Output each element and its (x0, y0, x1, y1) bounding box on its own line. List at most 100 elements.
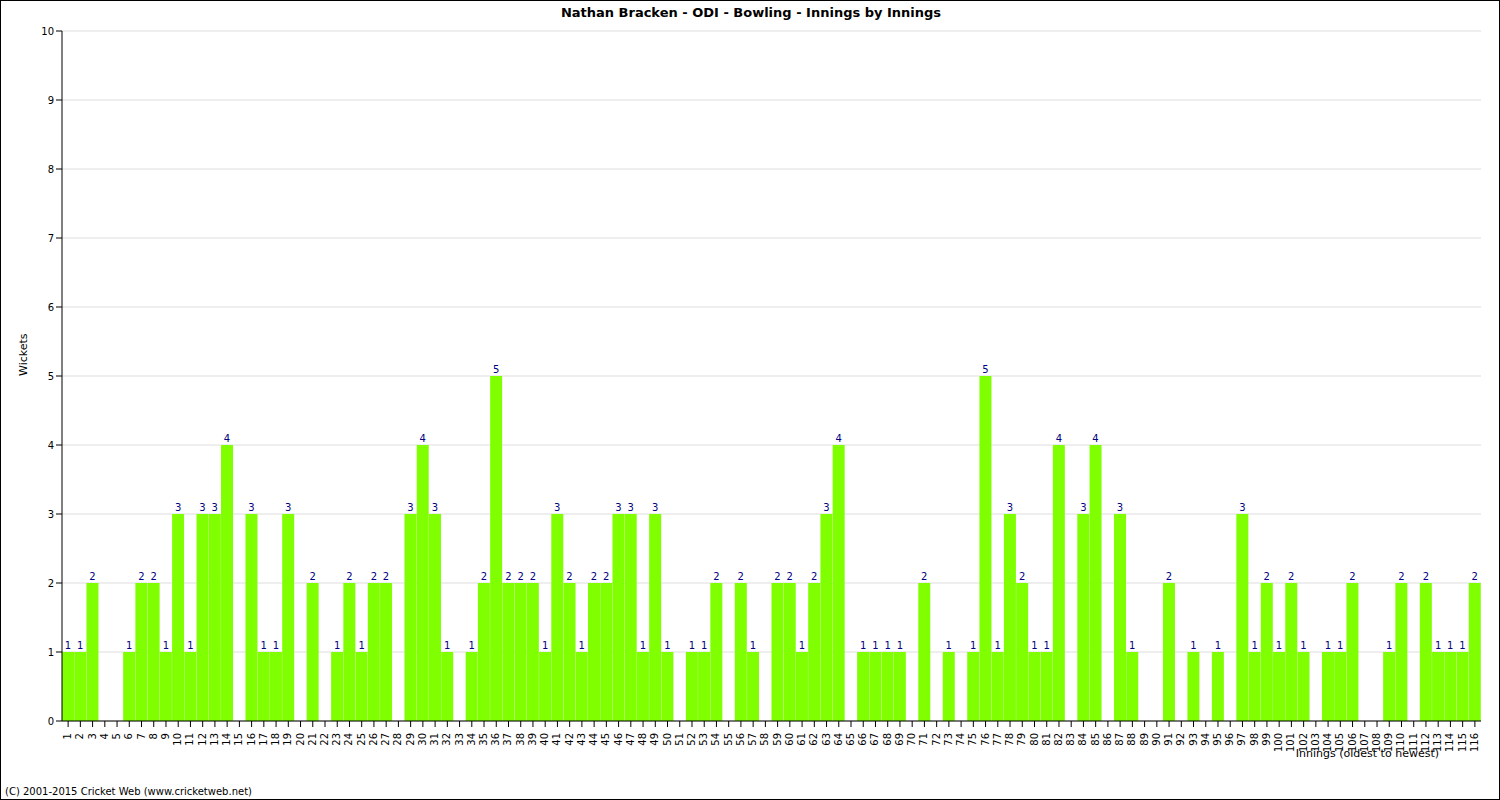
svg-text:81: 81 (1041, 733, 1052, 746)
svg-text:1: 1 (444, 640, 450, 651)
svg-text:69: 69 (894, 733, 905, 746)
svg-text:2: 2 (713, 571, 719, 582)
svg-text:2: 2 (505, 571, 511, 582)
svg-text:57: 57 (747, 733, 758, 746)
svg-text:95: 95 (1212, 733, 1223, 746)
svg-text:97: 97 (1236, 733, 1247, 746)
svg-text:10: 10 (41, 26, 54, 37)
svg-text:2: 2 (74, 733, 85, 739)
svg-text:82: 82 (1053, 733, 1064, 746)
svg-text:Innings (oldest to newest): Innings (oldest to newest) (1296, 747, 1439, 760)
svg-text:59: 59 (772, 733, 783, 746)
svg-text:44: 44 (588, 733, 599, 746)
svg-text:2: 2 (811, 571, 817, 582)
svg-text:13: 13 (209, 733, 220, 746)
svg-text:4: 4 (1092, 433, 1098, 444)
svg-text:76: 76 (980, 733, 991, 746)
svg-text:3: 3 (199, 502, 205, 513)
svg-text:1: 1 (701, 640, 707, 651)
svg-text:11: 11 (184, 733, 195, 746)
svg-text:3: 3 (407, 502, 413, 513)
svg-text:3: 3 (87, 733, 98, 739)
svg-text:25: 25 (356, 733, 367, 746)
svg-text:20: 20 (295, 733, 306, 746)
svg-text:94: 94 (1200, 733, 1211, 746)
svg-text:1: 1 (1129, 640, 1135, 651)
svg-text:43: 43 (576, 733, 587, 746)
svg-text:1: 1 (1215, 640, 1221, 651)
svg-text:34: 34 (466, 733, 477, 746)
svg-text:17: 17 (258, 733, 269, 746)
svg-text:1: 1 (334, 640, 340, 651)
svg-text:89: 89 (1139, 733, 1150, 746)
svg-text:5: 5 (48, 371, 54, 382)
svg-text:9: 9 (48, 95, 54, 106)
svg-text:1: 1 (77, 640, 83, 651)
svg-text:1: 1 (884, 640, 890, 651)
svg-text:2: 2 (383, 571, 389, 582)
svg-text:2: 2 (138, 571, 144, 582)
svg-text:1: 1 (799, 640, 805, 651)
svg-text:1: 1 (946, 640, 952, 651)
svg-text:92: 92 (1175, 733, 1186, 746)
svg-text:87: 87 (1114, 733, 1125, 746)
svg-text:21: 21 (307, 733, 318, 746)
svg-text:49: 49 (649, 733, 660, 746)
svg-text:96: 96 (1224, 733, 1235, 746)
svg-text:116: 116 (1469, 733, 1480, 752)
svg-text:75: 75 (967, 733, 978, 746)
svg-text:66: 66 (857, 733, 868, 746)
svg-text:40: 40 (539, 733, 550, 746)
svg-text:2: 2 (591, 571, 597, 582)
svg-text:2: 2 (1019, 571, 1025, 582)
svg-text:9: 9 (160, 733, 171, 739)
svg-text:74: 74 (955, 733, 966, 746)
svg-text:2: 2 (603, 571, 609, 582)
svg-text:4: 4 (420, 433, 426, 444)
svg-text:1: 1 (579, 640, 585, 651)
svg-text:1: 1 (261, 640, 267, 651)
svg-text:4: 4 (835, 433, 841, 444)
svg-text:2: 2 (371, 571, 377, 582)
svg-text:2: 2 (921, 571, 927, 582)
svg-text:2: 2 (1398, 571, 1404, 582)
svg-text:1: 1 (358, 640, 364, 651)
svg-text:1: 1 (1337, 640, 1343, 651)
svg-text:48: 48 (637, 733, 648, 746)
svg-text:1: 1 (1300, 640, 1306, 651)
svg-text:2: 2 (1349, 571, 1355, 582)
svg-text:3: 3 (1117, 502, 1123, 513)
svg-text:1: 1 (689, 640, 695, 651)
svg-text:3: 3 (285, 502, 291, 513)
svg-text:27: 27 (380, 733, 391, 746)
svg-text:1: 1 (970, 640, 976, 651)
svg-text:114: 114 (1444, 733, 1455, 752)
svg-text:2: 2 (774, 571, 780, 582)
svg-text:99: 99 (1261, 733, 1272, 746)
svg-text:6: 6 (48, 302, 54, 313)
svg-text:3: 3 (615, 502, 621, 513)
svg-text:64: 64 (833, 733, 844, 746)
svg-text:2: 2 (346, 571, 352, 582)
svg-text:8: 8 (148, 733, 159, 739)
svg-text:3: 3 (554, 502, 560, 513)
svg-text:35: 35 (478, 733, 489, 746)
svg-text:8: 8 (48, 164, 54, 175)
svg-text:1: 1 (163, 640, 169, 651)
svg-text:Wickets: Wickets (17, 333, 30, 376)
svg-text:85: 85 (1090, 733, 1101, 746)
svg-text:18: 18 (270, 733, 281, 746)
svg-text:101: 101 (1285, 733, 1296, 752)
svg-text:5: 5 (111, 733, 122, 739)
svg-text:28: 28 (392, 733, 403, 746)
svg-text:5: 5 (493, 364, 499, 375)
svg-text:60: 60 (784, 733, 795, 746)
svg-text:1: 1 (1251, 640, 1257, 651)
svg-text:1: 1 (1043, 640, 1049, 651)
svg-text:100: 100 (1273, 733, 1284, 752)
svg-text:1: 1 (1459, 640, 1465, 651)
svg-text:46: 46 (613, 733, 624, 746)
svg-text:53: 53 (698, 733, 709, 746)
svg-text:2: 2 (309, 571, 315, 582)
svg-text:41: 41 (551, 733, 562, 746)
